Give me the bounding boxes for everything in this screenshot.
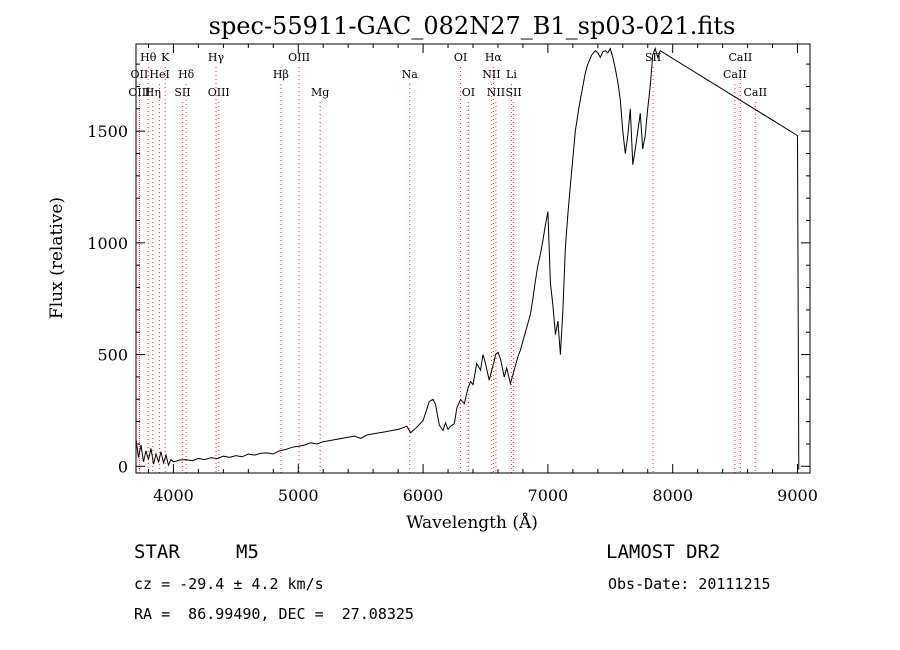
line-label-7: SII bbox=[174, 86, 190, 99]
line-label-10: OIII bbox=[288, 51, 310, 64]
line-label-18: NII bbox=[487, 86, 505, 99]
line-label-1: OII bbox=[131, 68, 149, 81]
x-tick-label: 4000 bbox=[153, 486, 194, 505]
line-label-8: Hγ bbox=[208, 51, 225, 64]
line-label-14: OI bbox=[454, 51, 467, 64]
line-label-3: HeI bbox=[149, 68, 169, 81]
spectral-line-markers bbox=[138, 67, 756, 473]
line-label-23: CaII bbox=[729, 51, 753, 64]
chart-title: spec-55911-GAC_082N27_B1_sp03-021.fits bbox=[209, 12, 736, 40]
line-label-5: K bbox=[161, 51, 170, 64]
spectral-line-labels: Hθ OII OIII HeI Hη K Hδ SII Hγ OIII OIII Hβ Mg Na OI OI… bbox=[128, 51, 767, 99]
y-axis-ticks: 0 500 1000 1500 bbox=[87, 63, 810, 476]
line-label-19: Li bbox=[506, 68, 517, 81]
line-label-4: Hη bbox=[145, 86, 161, 99]
y-tick-label: 1000 bbox=[87, 234, 128, 253]
x-tick-label: 5000 bbox=[278, 486, 319, 505]
x-axis-ticks: 4000 5000 6000 7000 8000 9000 bbox=[147, 44, 818, 505]
y-tick-label: 1500 bbox=[87, 122, 128, 141]
coords-text: RA = 86.99490, DEC = 27.08325 bbox=[134, 605, 414, 623]
object-subclass: M5 bbox=[236, 541, 259, 563]
line-label-24: CaII bbox=[743, 86, 767, 99]
y-tick-label: 500 bbox=[97, 346, 128, 365]
line-label-20: SII bbox=[505, 86, 521, 99]
object-class: STAR bbox=[134, 541, 180, 563]
x-tick-label: 8000 bbox=[652, 486, 693, 505]
x-axis-title: Wavelength (Å) bbox=[406, 512, 538, 533]
line-label-11: Hβ bbox=[273, 68, 289, 81]
redshift-text: cz = -29.4 ± 4.2 km/s bbox=[134, 575, 324, 593]
y-axis-title: Flux (relative) bbox=[47, 197, 67, 319]
line-label-12: Mg bbox=[311, 86, 329, 99]
line-label-22: CaII bbox=[723, 68, 747, 81]
plot-frame bbox=[135, 43, 811, 474]
line-label-13: Na bbox=[402, 68, 419, 81]
obs-date-text: Obs-Date: 20111215 bbox=[608, 575, 771, 593]
line-label-6: Hδ bbox=[178, 68, 195, 81]
x-tick-label: 6000 bbox=[403, 486, 444, 505]
line-label-9: OIII bbox=[208, 86, 230, 99]
line-label-15: OI bbox=[462, 86, 475, 99]
x-tick-label: 7000 bbox=[528, 486, 569, 505]
line-label-17: NII bbox=[482, 68, 500, 81]
y-tick-label: 0 bbox=[118, 457, 128, 476]
line-label-16: Hα bbox=[485, 51, 503, 64]
line-label-0: Hθ bbox=[140, 51, 157, 64]
survey-name: LAMOST DR2 bbox=[606, 541, 721, 563]
line-label-2: OIII bbox=[128, 86, 150, 99]
x-tick-label: 9000 bbox=[777, 486, 818, 505]
flux-series-line bbox=[135, 46, 800, 470]
